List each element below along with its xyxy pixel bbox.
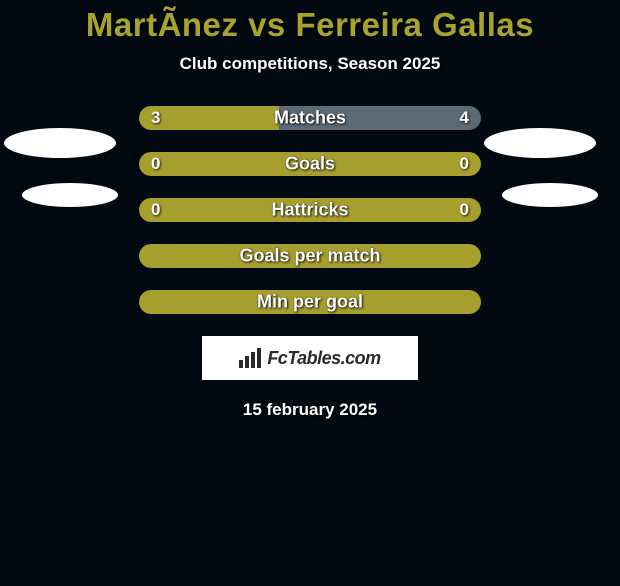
date-label: 15 february 2025: [0, 400, 620, 420]
right-value: 0: [460, 154, 469, 174]
stat-row: Min per goal: [0, 290, 620, 314]
page-subtitle: Club competitions, Season 2025: [0, 54, 620, 74]
bar-track: Matches 3 4: [139, 106, 481, 130]
stat-row: Matches 3 4: [0, 106, 620, 130]
stat-label: Goals: [285, 154, 335, 175]
bar-track: Goals 0 0: [139, 152, 481, 176]
page-title: MartÃ­nez vs Ferreira Gallas: [0, 6, 620, 44]
player-marker: [4, 128, 116, 158]
logo-box: FcTables.com: [202, 336, 418, 380]
left-value: 0: [151, 154, 160, 174]
player-marker: [22, 183, 118, 207]
stat-row: Goals per match: [0, 244, 620, 268]
bar-chart-icon: [239, 348, 261, 368]
player-marker: [502, 183, 598, 207]
stat-label: Matches: [274, 108, 346, 129]
left-value: 0: [151, 200, 160, 220]
stat-label: Hattricks: [271, 200, 348, 221]
bar-track: Min per goal: [139, 290, 481, 314]
right-value: 4: [460, 108, 469, 128]
logo-text: FcTables.com: [267, 348, 380, 369]
bar-track: Hattricks 0 0: [139, 198, 481, 222]
stat-label: Goals per match: [239, 246, 380, 267]
right-value: 0: [460, 200, 469, 220]
stat-label: Min per goal: [257, 292, 363, 313]
bar-track: Goals per match: [139, 244, 481, 268]
player-marker: [484, 128, 596, 158]
left-value: 3: [151, 108, 160, 128]
